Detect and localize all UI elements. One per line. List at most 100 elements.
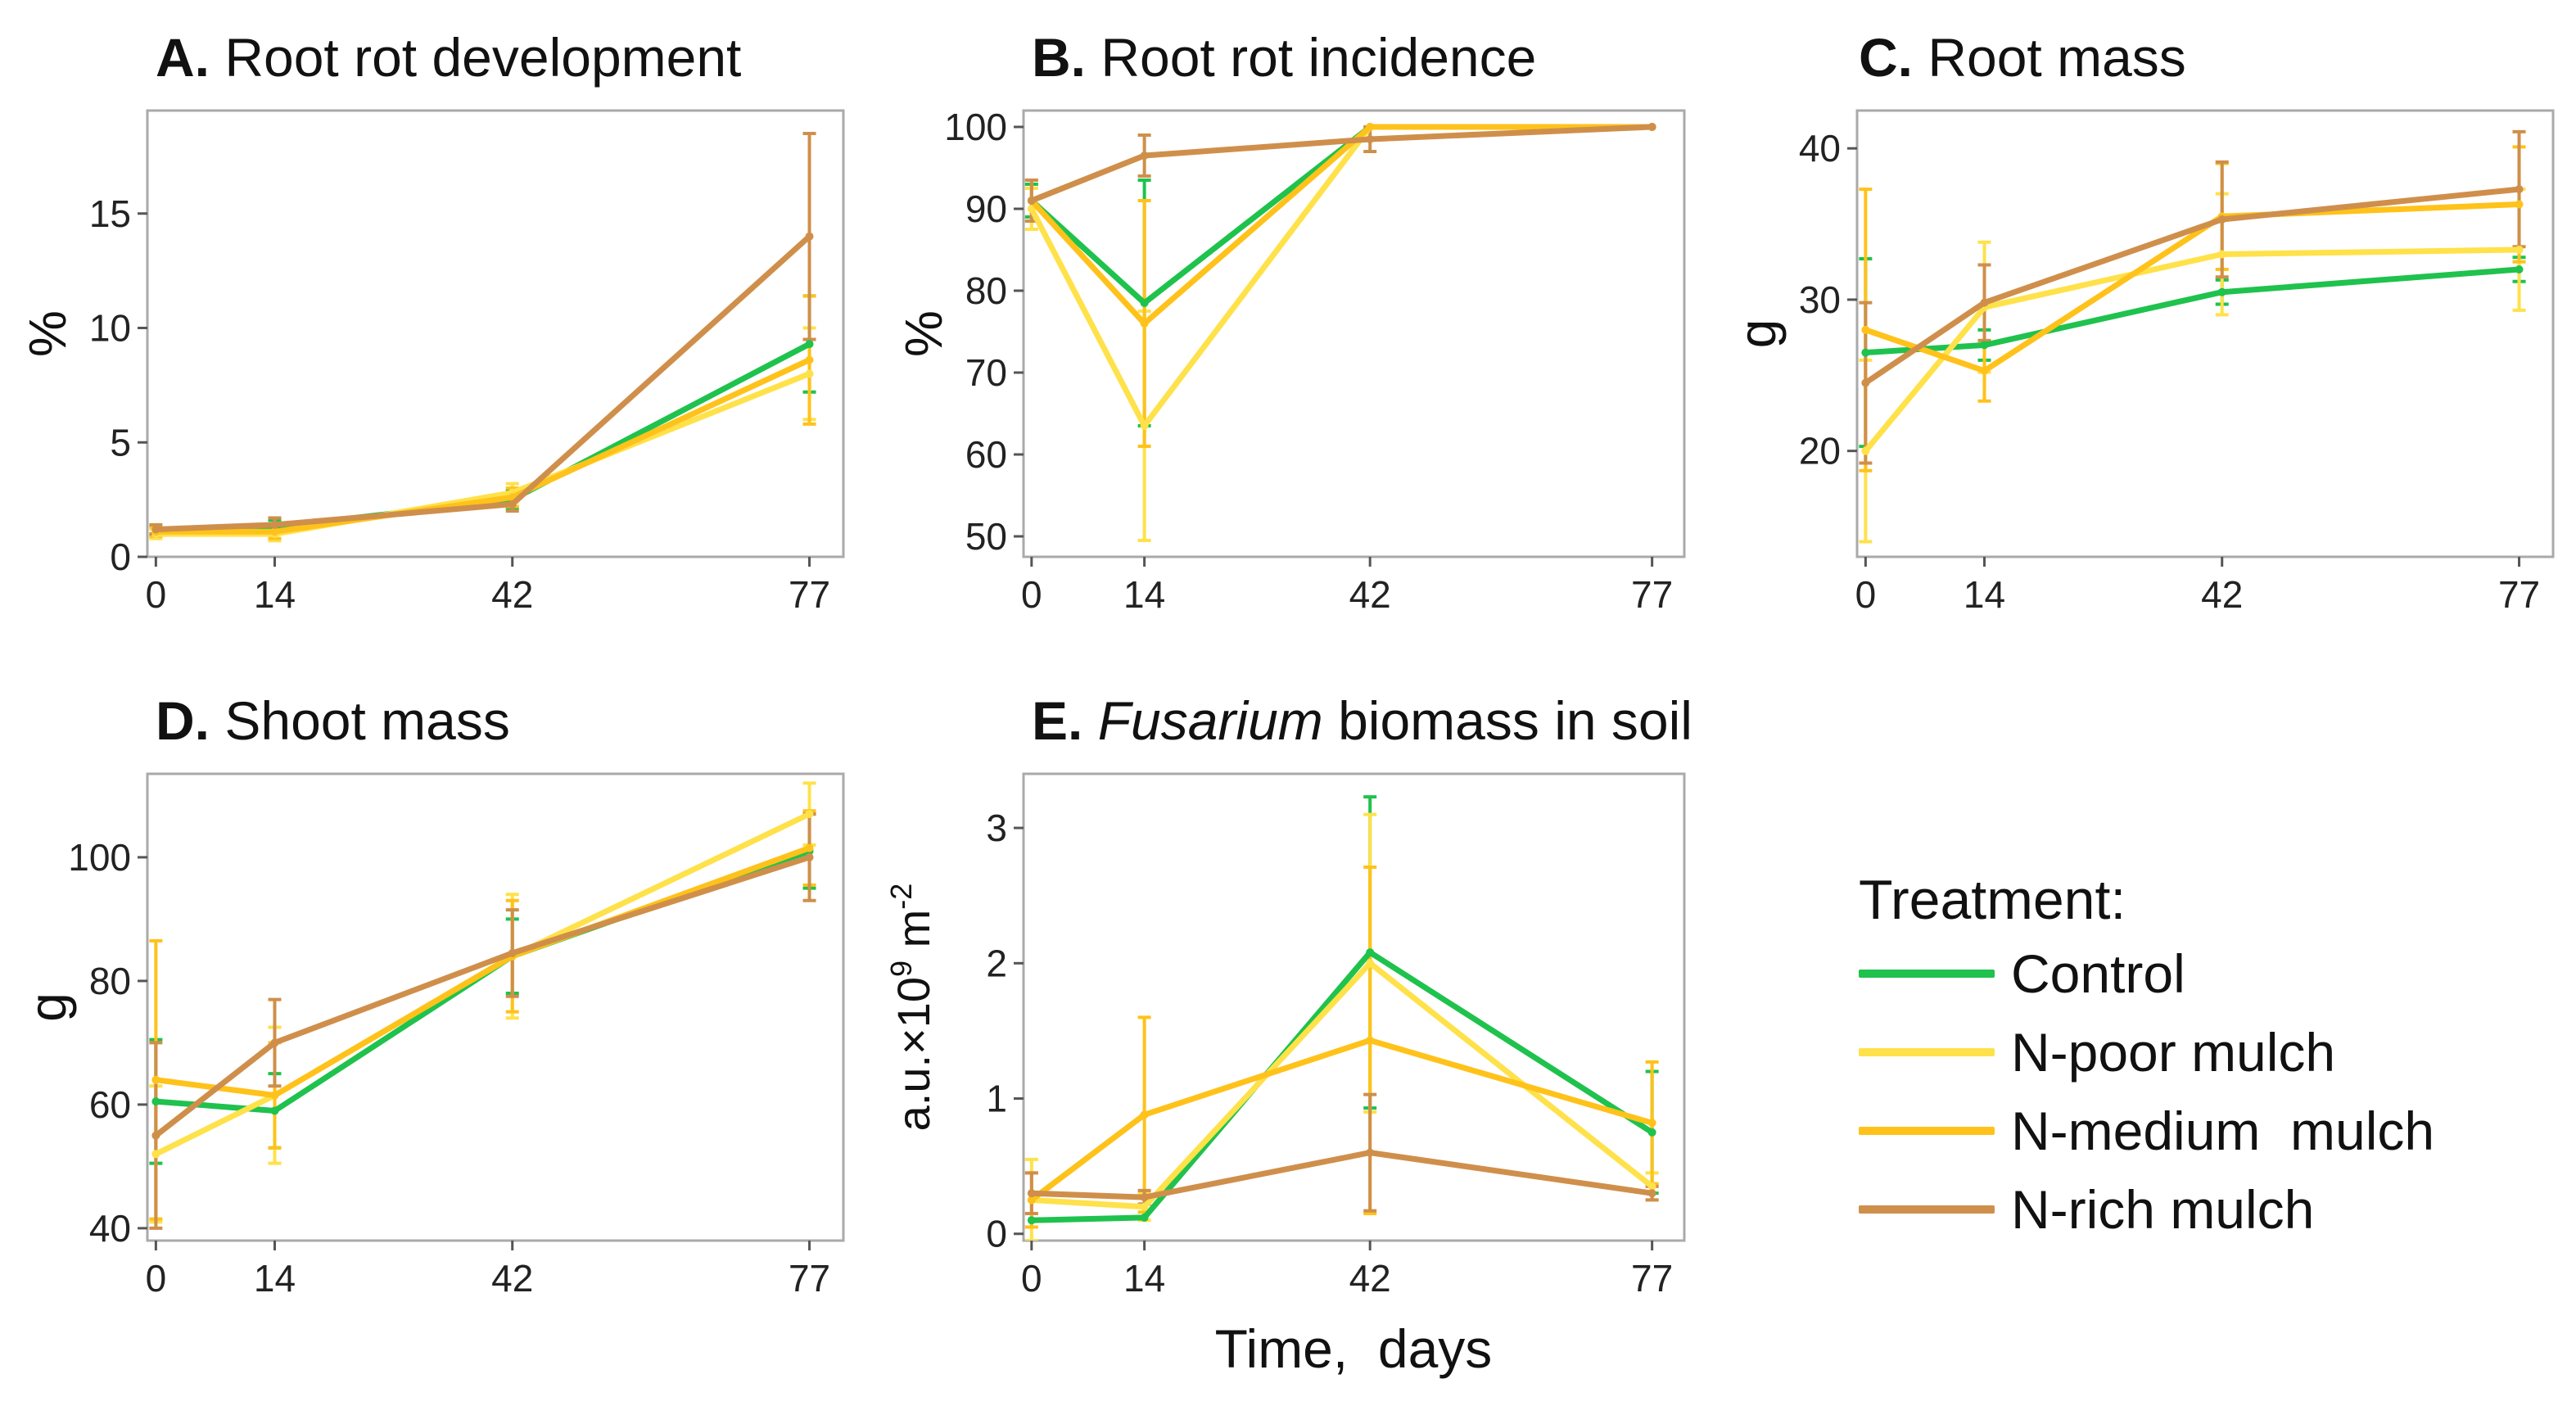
data-point-d-n-rich-mulch [805,852,814,861]
data-point-c-n-medium-mulch [1980,366,1989,375]
y-axis-label-main-e: a.u.×10 [888,977,939,1131]
y-tick-label-b: 50 [965,515,1007,558]
y-tick-label-d: 80 [89,960,131,1002]
data-point-a-n-rich-mulch [805,232,814,241]
series-line-b-n-rich-mulch [1028,124,1656,204]
panel-title-a: A. Root rot development [156,27,741,88]
data-point-a-n-rich-mulch [508,500,517,509]
series-line-e-n-rich-mulch [1028,1150,1656,1200]
x-tick-label-b: 14 [1123,573,1165,616]
legend-label-control: Control [2011,943,2185,1004]
y-tick-label-e: 1 [986,1078,1007,1120]
y-tick-label-a: 10 [89,307,131,350]
y-axis-label-b: % [894,310,953,357]
y-axis-label-unit-e: m [888,910,939,961]
series-line-b-n-medium-mulch [1028,124,1656,327]
plot-frame-c [1855,109,2555,558]
y-axis-label-sup2-e: -2 [884,884,918,910]
y-tick-label-c: 20 [1799,430,1841,472]
legend-swatch-n-rich [1859,1205,1995,1214]
data-layer-b [1024,123,1656,542]
panel-title-c: C. Root mass [1859,27,2186,88]
legend-swatch-control [1859,970,1995,978]
series-line-d-n-rich-mulch [152,854,812,1139]
y-tick-label-e: 0 [986,1213,1007,1255]
data-point-c-n-medium-mulch [1861,325,1870,334]
legend-swatch-n-poor [1859,1048,1995,1056]
data-point-a-n-medium-mulch [270,527,279,536]
panel-title-text-b: Root rot incidence [1100,27,1536,88]
data-point-a-control [805,340,814,349]
data-point-c-n-poor-mulch [2515,245,2524,254]
data-point-e-control [1647,1128,1656,1137]
series-line-b-n-poor-mulch [1028,124,1656,429]
x-tick-label-b: 77 [1631,573,1673,616]
data-point-d-n-medium-mulch [151,1075,160,1084]
data-layer-c [1859,129,2526,544]
y-axis-label-main-b: % [894,310,953,357]
data-point-d-n-rich-mulch [508,948,517,957]
panel-title-e: E. Fusarium biomass in soil [1032,690,1692,751]
x-tick-label-b: 42 [1349,573,1391,616]
data-point-e-n-rich-mulch [1366,1148,1375,1157]
data-point-e-n-rich-mulch [1027,1189,1036,1198]
series-line-e-n-poor-mulch [1028,960,1656,1210]
data-point-a-n-rich-mulch [151,525,160,534]
series-line-c-control [1862,266,2522,356]
y-axis-label-main-c: g [1728,319,1787,349]
series-line-d-n-poor-mulch [152,811,812,1157]
panel-a: A. Root rot development 0 5 10 15 0 14 42 77% [18,27,845,616]
legend: Treatment: Control N-poor mulch N-medium… [1859,872,2434,1249]
panel-d: D. Shoot mass 40 60 80 100 0 14 42 77 g [18,690,845,1300]
y-axis-label-e: a.u.×109 m-2 [884,884,939,1132]
legend-title: Treatment: [1859,869,2126,931]
y-tick-label-c: 40 [1799,127,1841,170]
data-point-c-control [1980,341,1989,350]
x-tick-label-c: 42 [2201,573,2243,616]
data-point-e-control [1366,948,1375,957]
data-point-d-control [270,1106,279,1115]
data-point-d-n-poor-mulch [805,810,814,819]
y-axis-label-a: % [18,310,77,357]
data-point-e-n-medium-mulch [1647,1119,1656,1128]
data-layer-e [1024,795,1659,1241]
data-point-b-n-rich-mulch [1140,151,1149,160]
data-point-e-n-medium-mulch [1027,1196,1036,1205]
data-point-e-n-poor-mulch [1140,1202,1149,1211]
data-point-d-n-medium-mulch [270,1091,279,1100]
plot-frame-b [1022,109,1686,558]
panel-title-text-a: Root rot development [224,27,741,88]
data-point-e-control [1140,1213,1149,1222]
series-line-a-n-rich-mulch [152,233,812,532]
plot-frame-d [146,772,845,1242]
data-point-b-n-poor-mulch [1140,422,1149,430]
legend-item-control: Control [1859,934,2434,1013]
panel-e: E. Fusarium biomass in soil 0 1 2 3 0 14 42 77 a.… [884,690,1692,1300]
x-tick-label-c: 14 [1964,573,2005,616]
y-axis-label-c: g [1728,319,1787,349]
legend-label-n-rich: N-rich mulch [2011,1179,2315,1240]
data-point-e-n-medium-mulch [1140,1110,1149,1119]
series-line-c-n-poor-mulch [1862,246,2522,454]
data-point-c-n-rich-mulch [2515,185,2524,194]
data-point-d-control [151,1097,160,1106]
y-tick-label-e: 2 [986,942,1007,984]
y-tick-label-d: 100 [68,836,131,879]
panel-title-italic-e: Fusarium [1098,690,1323,751]
legend-label-n-medium: N-medium mulch [2011,1101,2435,1161]
x-tick-label-c: 77 [2498,573,2540,616]
x-tick-label-a: 0 [146,573,167,616]
x-tick-label-d: 14 [254,1257,296,1300]
panel-title-d: D. Shoot mass [156,690,510,751]
data-point-c-n-medium-mulch [2515,200,2524,209]
y-tick-label-b: 100 [944,106,1007,148]
series-line-c-n-rich-mulch [1862,186,2522,386]
data-point-b-control [1140,299,1149,307]
y-tick-label-a: 5 [110,421,131,463]
legend-item-n-rich: N-rich mulch [1859,1170,2434,1249]
x-tick-label-d: 42 [491,1257,533,1300]
y-axis-label-sup-e: 9 [884,961,918,977]
data-point-c-n-poor-mulch [1861,446,1870,455]
data-point-b-n-medium-mulch [1366,123,1375,131]
